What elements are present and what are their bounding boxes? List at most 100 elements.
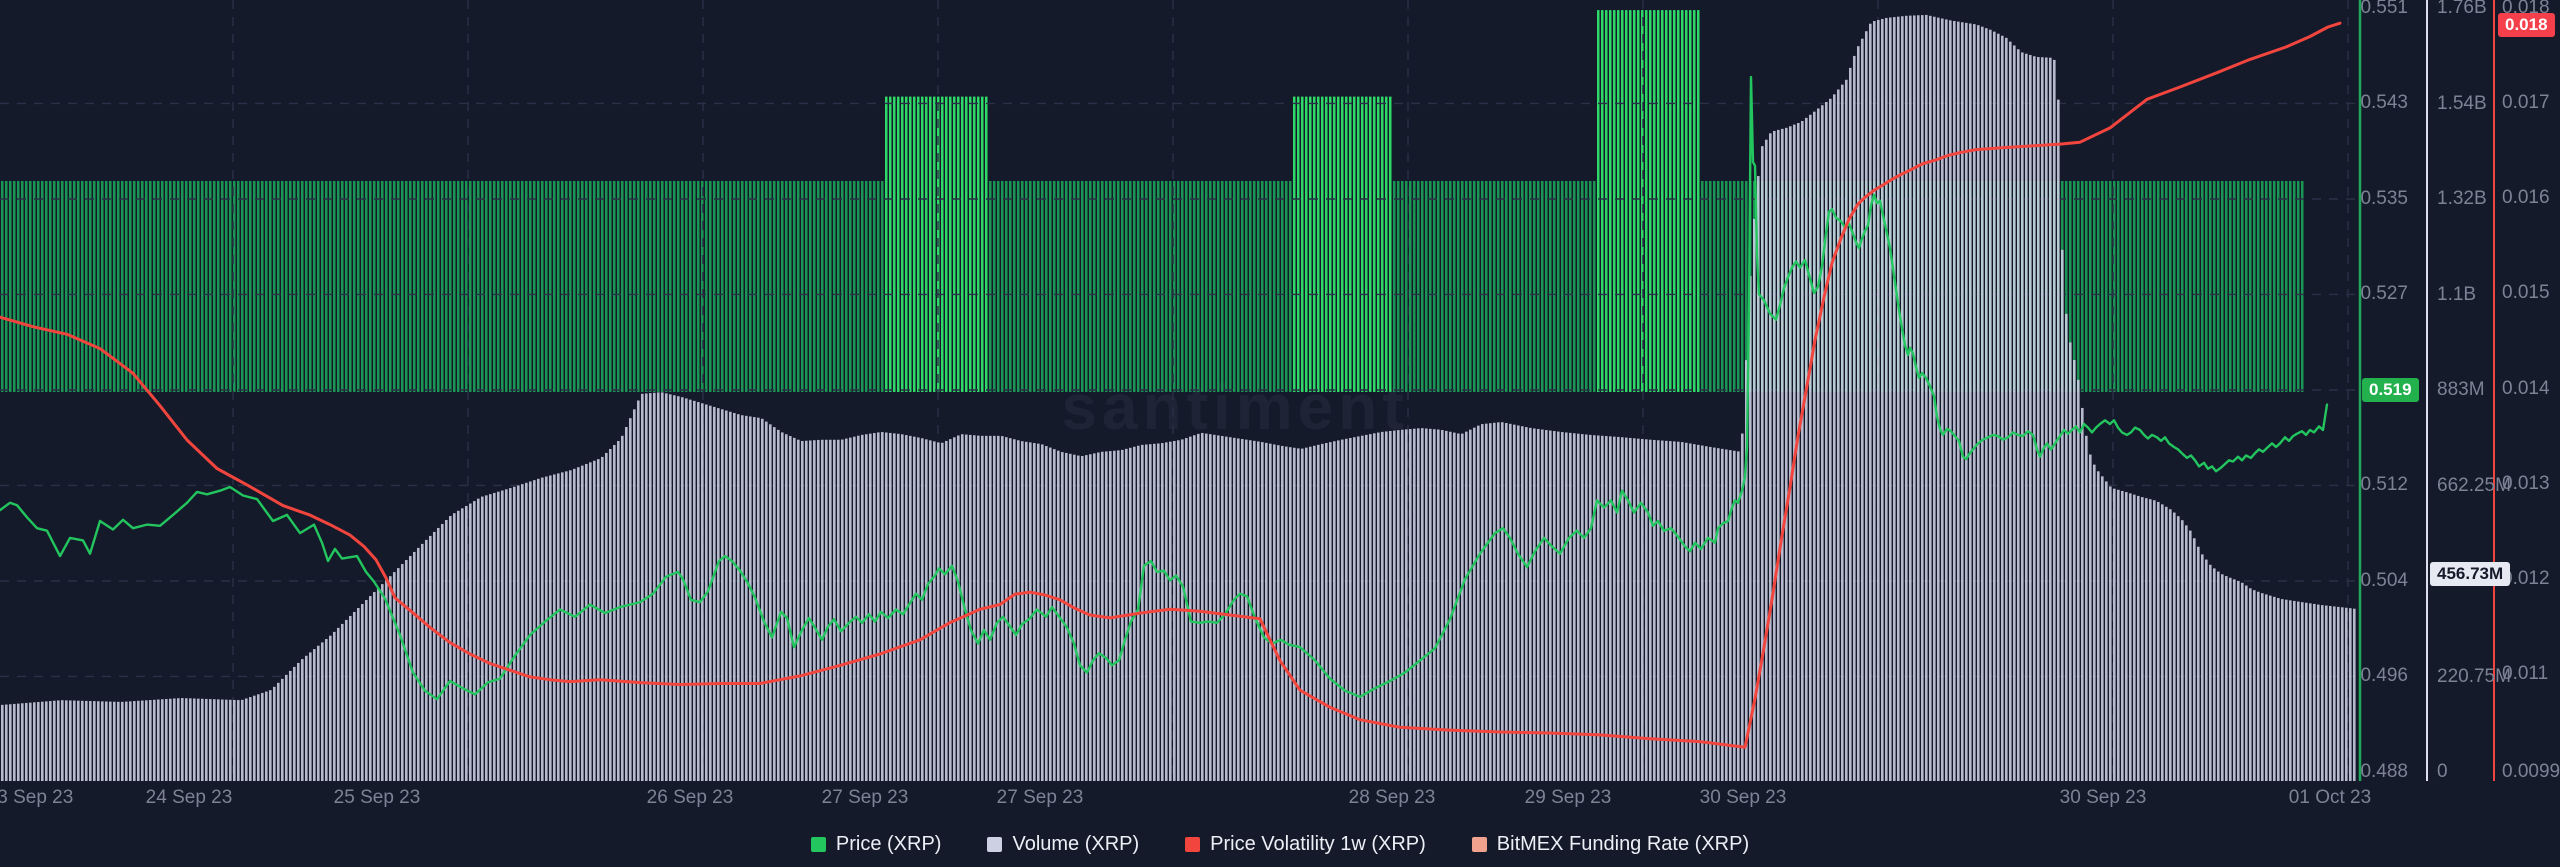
volume-bar	[1957, 21, 1960, 782]
funding-rate-bar	[465, 181, 468, 392]
funding-rate-bar	[397, 181, 400, 392]
volume-bar	[957, 435, 960, 781]
funding-rate-bar	[1481, 181, 1484, 392]
volume-bar	[877, 432, 880, 781]
funding-rate-bar	[1141, 181, 1144, 392]
funding-rate-bar	[1293, 96, 1296, 392]
funding-rate-bar	[113, 181, 116, 392]
funding-rate-bar	[317, 181, 320, 392]
funding-rate-bar	[1385, 96, 1388, 392]
funding-rate-bar	[1377, 96, 1380, 392]
volume-bar	[1985, 28, 1988, 782]
volume-bar	[33, 702, 36, 781]
volume-bar	[1941, 18, 1944, 781]
volume-bar	[2089, 454, 2092, 781]
funding-rate-bar	[2193, 181, 2196, 392]
volume-bar	[1393, 430, 1396, 781]
volume-bar	[433, 531, 436, 781]
volume-bar	[873, 433, 876, 781]
volume-bar	[805, 440, 808, 781]
funding-rate-bar	[1185, 181, 1188, 392]
volume-bar	[405, 560, 408, 781]
funding-rate-bar	[761, 181, 764, 392]
funding-rate-bar	[173, 181, 176, 392]
volume-bar	[1757, 176, 1760, 782]
legend-item[interactable]: Volume (XRP)	[987, 833, 1139, 856]
funding-rate-bar	[2249, 181, 2252, 392]
volume-bar	[1289, 447, 1292, 781]
funding-rate-bar	[1597, 10, 1600, 393]
funding-rate-bar	[817, 181, 820, 392]
volume-bar	[1989, 29, 1992, 782]
funding-rate-bar	[813, 181, 816, 392]
funding-rate-bar	[1, 181, 4, 392]
volume-bar	[1277, 445, 1280, 781]
legend-item[interactable]: Price (XRP)	[810, 833, 941, 856]
funding-rate-bar	[941, 96, 944, 392]
funding-rate-bar	[1317, 96, 1320, 392]
volume-bar	[1061, 452, 1064, 781]
volume-bar	[229, 699, 232, 781]
volume-bar	[13, 703, 16, 781]
funding-rate-bar	[853, 181, 856, 392]
volume-bar	[1429, 428, 1432, 781]
funding-rate-bar	[169, 181, 172, 392]
funding-rate-bar	[1397, 181, 1400, 392]
funding-rate-bar	[2221, 181, 2224, 392]
volume-bar	[2097, 471, 2100, 781]
legend-item[interactable]: BitMEX Funding Rate (XRP)	[1471, 833, 1749, 856]
funding-rate-bar	[461, 181, 464, 392]
funding-rate-bar	[2265, 181, 2268, 392]
volume-bar	[549, 475, 552, 781]
funding-rate-bar	[797, 181, 800, 392]
volume-bar	[1461, 433, 1464, 781]
volume-bar	[909, 435, 912, 781]
volume-bar	[641, 393, 644, 781]
volume-bar	[297, 662, 300, 781]
volume-bar	[1773, 130, 1776, 782]
volume-bar	[1081, 455, 1084, 781]
volume-bar	[441, 523, 444, 781]
volume-bar	[2125, 492, 2128, 781]
funding-rate-bar	[1245, 181, 1248, 392]
volume-bar	[77, 700, 80, 781]
funding-rate-bar	[653, 181, 656, 392]
legend-swatch-icon	[1185, 837, 1201, 852]
volume-bar	[1417, 428, 1420, 781]
funding-rate-bar	[1229, 181, 1232, 392]
volume-bar	[645, 393, 648, 781]
funding-rate-bar	[529, 181, 532, 392]
volume-bar	[1441, 430, 1444, 781]
funding-rate-bar	[581, 181, 584, 392]
volume-bar	[489, 494, 492, 781]
volume-bar	[1945, 19, 1948, 781]
funding-rate-bar	[293, 181, 296, 392]
volume-bar	[81, 700, 84, 781]
legend-item[interactable]: Price Volatility 1w (XRP)	[1185, 833, 1426, 856]
date-tick-label: 23 Sep 23	[0, 787, 74, 808]
volume-bar	[2105, 481, 2108, 781]
funding-rate-bar	[1121, 181, 1124, 392]
funding-rate-bar	[2145, 181, 2148, 392]
volume-bar	[569, 470, 572, 781]
volume-bar	[1005, 437, 1008, 781]
volume-bar	[1089, 454, 1092, 781]
funding-rate-bar	[677, 181, 680, 392]
funding-rate-bar	[2293, 181, 2296, 392]
volume-bar	[1405, 429, 1408, 781]
volume-bar	[2261, 593, 2264, 781]
funding-rate-bar	[133, 181, 136, 392]
volume-bar	[277, 682, 280, 781]
funding-rate-bar	[53, 181, 56, 392]
volume-bar	[65, 700, 68, 781]
price-tick-label: 0.527	[2360, 283, 2408, 305]
funding-rate-bar	[69, 181, 72, 392]
volume-bar	[1825, 102, 1828, 781]
funding-rate-bar	[185, 181, 188, 392]
volume-bar	[1321, 443, 1324, 781]
funding-rate-bar	[693, 181, 696, 392]
volume-bar	[1493, 422, 1496, 781]
volume-bar	[2317, 604, 2320, 781]
funding-rate-bar	[1169, 181, 1172, 392]
